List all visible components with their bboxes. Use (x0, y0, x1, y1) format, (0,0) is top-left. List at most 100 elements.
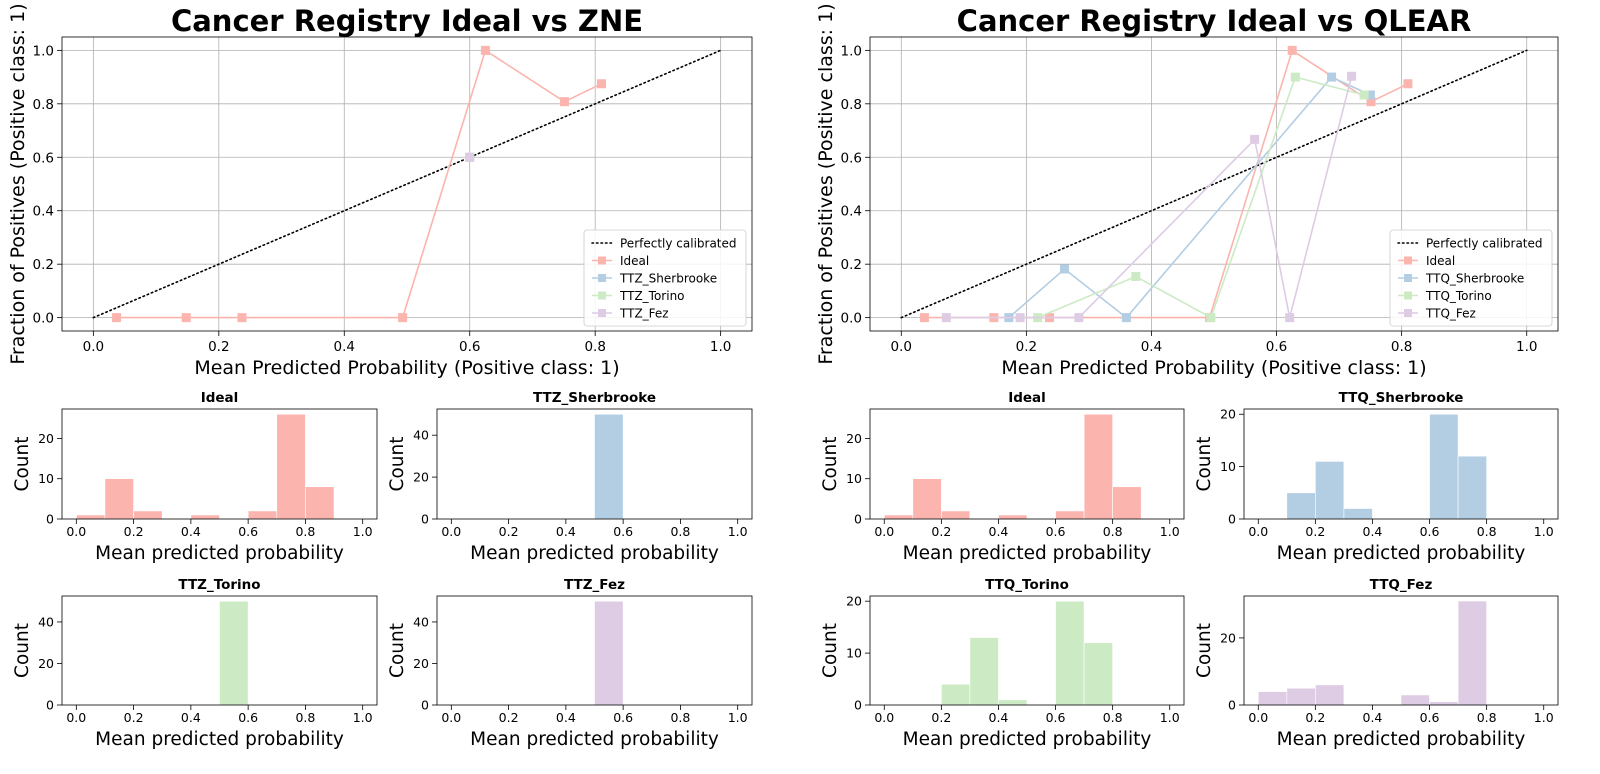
plot-frame (436, 408, 753, 520)
y-tick-label: 40 (413, 614, 429, 629)
y-axis-label: Count (820, 437, 841, 492)
legend-swatch-marker (1404, 274, 1412, 282)
zne-hist-sherbrooke: 0.0 0.2 0.4 0.6 0.8 1.0 0 20 40 TTZ_Sherbrooke Mea… (387, 390, 753, 564)
x-axis-label: Mean Predicted Probability (Positive cla… (1001, 357, 1426, 379)
x-tick-label: 1.0 (1160, 710, 1180, 725)
histogram-bar (1429, 701, 1459, 706)
y-axis-label: Count (387, 623, 408, 678)
histogram-bars (594, 600, 624, 706)
y-tick-label: 0.8 (33, 97, 54, 113)
series-ttz_fez (465, 152, 475, 162)
x-tick-label: 0.0 (1248, 710, 1268, 725)
y-tick-label: 20 (38, 431, 54, 446)
x-tick-label: 0.4 (181, 524, 201, 539)
legend-label: TTQ_Fez (1425, 307, 1476, 321)
x-tick-label: 0.6 (613, 710, 633, 725)
histogram-bar (1457, 600, 1487, 706)
histogram-bar (1315, 461, 1345, 520)
x-tick-label: 0.4 (334, 339, 355, 355)
y-tick-label: 20 (1220, 630, 1236, 645)
y-tick-label: 20 (1220, 407, 1236, 422)
series-marker (1074, 313, 1084, 323)
x-tick-label: 0.2 (931, 710, 951, 725)
x-tick-label: 0.2 (499, 710, 519, 725)
histogram-bar (219, 600, 249, 706)
x-tick-label: 0.8 (670, 710, 690, 725)
plot-frame (61, 408, 378, 520)
y-axis-label: Count (12, 437, 33, 492)
legend-box (583, 229, 747, 327)
histogram-bars (1286, 413, 1487, 520)
x-tick-label: 0.0 (83, 339, 104, 355)
x-tick-label: 0.6 (1420, 524, 1440, 539)
x-tick-label: 0.4 (989, 524, 1009, 539)
histogram-bar (941, 683, 971, 706)
series-marker (1015, 313, 1025, 323)
x-tick-label: 1.0 (353, 710, 373, 725)
series-marker (1290, 72, 1300, 82)
legend-label: TTQ_Torino (1425, 289, 1492, 303)
plot-frame (869, 595, 1185, 706)
legend-label: Ideal (1426, 254, 1455, 268)
histogram-bars (1257, 600, 1487, 706)
y-tick-label: 0 (854, 512, 862, 527)
y-tick-label: 20 (38, 656, 54, 671)
series-marker (1206, 313, 1216, 323)
y-tick-label: 20 (413, 470, 429, 485)
x-tick-label: 0.0 (891, 339, 912, 355)
y-tick-label: 0.0 (33, 311, 54, 327)
x-tick-label: 0.6 (1046, 710, 1066, 725)
histogram-bar (1286, 492, 1316, 520)
x-axis-label: Mean predicted probability (95, 543, 344, 564)
x-tick-label: 0.0 (1248, 524, 1268, 539)
x-axis-label: Mean predicted probability (903, 543, 1152, 564)
qlear-hist-torino: 0.0 0.2 0.4 0.6 0.8 1.0 0 10 20 TTQ_Torino Mean pr… (820, 577, 1185, 750)
histogram-title: TTQ_Torino (985, 577, 1069, 593)
series-marker (480, 45, 490, 55)
histogram-bar (594, 600, 624, 706)
y-tick-label: 0 (1228, 512, 1236, 527)
legend-swatch-marker (1404, 291, 1412, 300)
legend-swatch-marker (598, 256, 606, 265)
y-tick-label: 10 (846, 646, 862, 661)
x-tick-label: 1.0 (1534, 710, 1554, 725)
plot-frame (869, 408, 1185, 520)
x-tick-label: 0.2 (1305, 710, 1325, 725)
series-marker (237, 313, 247, 323)
y-tick-label: 10 (1220, 459, 1236, 474)
series-marker (1366, 97, 1376, 107)
series-marker (1347, 71, 1357, 81)
x-tick-label: 0.2 (124, 710, 144, 725)
y-tick-label: 0 (1228, 698, 1236, 713)
histogram-bar (1457, 455, 1487, 520)
y-tick-label: 20 (846, 594, 862, 609)
plot-frame (61, 36, 753, 332)
x-tick-label: 0.6 (1046, 524, 1066, 539)
legend-label: Ideal (620, 254, 649, 268)
legend: Perfectly calibrated Ideal TTZ_Sherbrooke T… (583, 229, 747, 327)
y-axis-label: Fraction of Positives (Positive class: 1… (815, 3, 837, 364)
x-tick-label: 1.0 (353, 524, 373, 539)
x-tick-label: 0.6 (1266, 339, 1287, 355)
histogram-bar (1400, 694, 1430, 706)
histogram-title: TTZ_Torino (178, 577, 260, 593)
x-tick-label: 0.4 (989, 710, 1009, 725)
y-tick-label: 1.0 (841, 43, 862, 59)
series-marker (1121, 313, 1131, 323)
series-marker (1359, 90, 1369, 100)
zne-hist-ideal: 0.0 0.2 0.4 0.6 0.8 1.0 0 10 20 Ideal Mean predict… (12, 390, 378, 564)
legend-label: TTQ_Sherbrooke (1425, 272, 1524, 286)
histogram-bar (998, 699, 1028, 706)
series-marker (1285, 313, 1295, 323)
histogram-bar (912, 478, 942, 520)
y-tick-label: 0.6 (841, 150, 862, 166)
perfectly-calibrated-line (900, 49, 1528, 319)
x-tick-label: 0.2 (124, 524, 144, 539)
histogram-bar (1286, 687, 1316, 706)
legend-label: TTZ_Sherbrooke (619, 272, 717, 286)
histogram-title: TTQ_Fez (1370, 577, 1433, 593)
x-tick-label: 0.4 (1141, 339, 1162, 355)
histogram-bar (305, 486, 335, 520)
x-tick-label: 0.4 (181, 710, 201, 725)
